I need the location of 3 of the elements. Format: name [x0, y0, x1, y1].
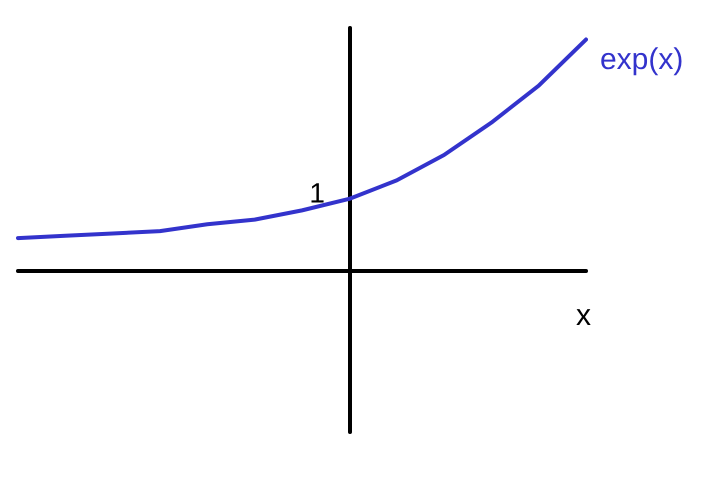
series-label: exp(x) [600, 43, 684, 76]
x-axis-title: x [576, 298, 591, 332]
annotation: 1 [309, 177, 325, 208]
